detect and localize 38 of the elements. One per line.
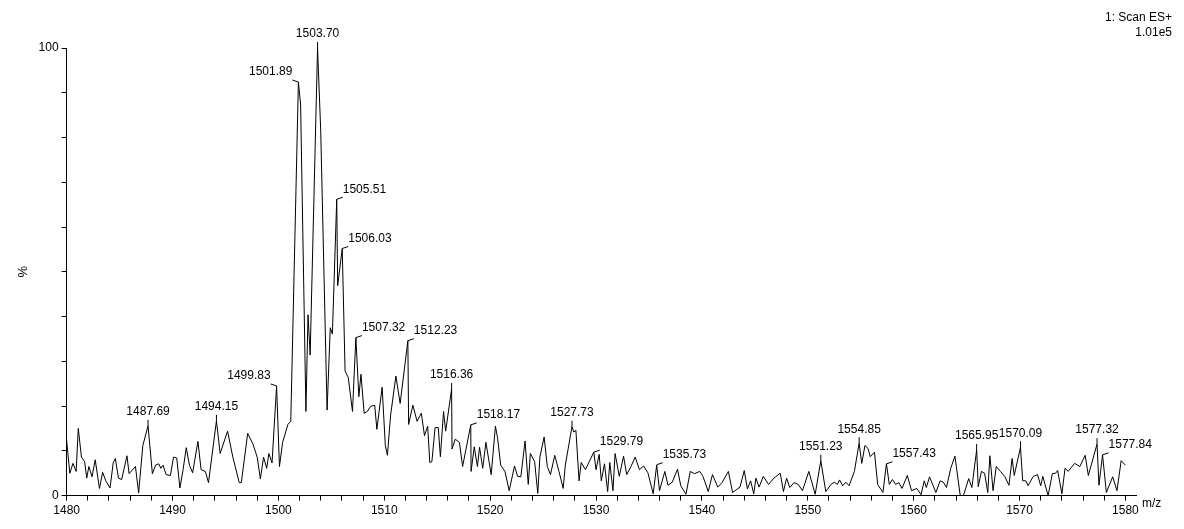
annotation: 1577.84 xyxy=(1108,437,1153,452)
annotation: 1503.70 xyxy=(295,26,340,41)
x-tick-label: 1490 xyxy=(159,503,187,518)
annotation: 1494.15 xyxy=(194,399,239,414)
annotation: 1551.23 xyxy=(799,439,843,453)
annotation: 1529.79 xyxy=(599,434,644,449)
x-tick-label: 1580 xyxy=(1112,503,1140,518)
annotation: 1527.73 xyxy=(550,404,594,419)
annotation: 1512.23 xyxy=(413,323,458,338)
y-tick-label: 100 xyxy=(38,40,59,55)
annotation: 1507.32 xyxy=(361,319,406,334)
annotation: 1516.36 xyxy=(429,367,474,382)
x-tick-label: 1570 xyxy=(1006,503,1034,518)
annotation: 1506.03 xyxy=(348,230,392,245)
x-tick-label: 1540 xyxy=(688,503,716,518)
annotation: 1518.17 xyxy=(476,407,521,422)
x-tick-label: 1480 xyxy=(53,503,81,518)
annotation: 1577.32 xyxy=(1075,422,1120,437)
x-axis-title: m/z xyxy=(1142,495,1162,510)
text: 1.01e5 xyxy=(1135,25,1173,40)
x-tick-label: 1530 xyxy=(582,503,610,518)
y-tick-label: 0 xyxy=(51,487,59,502)
annotation: 1501.89 xyxy=(249,64,293,79)
x-tick-label: 1560 xyxy=(900,503,928,518)
x-tick-label: 1550 xyxy=(794,503,822,518)
annotation: 1535.73 xyxy=(662,447,707,462)
annotation: 1554.85 xyxy=(837,421,882,436)
x-tick-label: 1510 xyxy=(370,503,398,518)
annotation: 1557.43 xyxy=(892,446,937,461)
x-tick-label: 1500 xyxy=(265,503,293,518)
annotation: 1487.69 xyxy=(126,404,171,419)
annotation: 1505.51 xyxy=(342,181,387,196)
annotation: 1499.83 xyxy=(227,368,271,383)
annotation: 1565.95 xyxy=(954,428,999,443)
x-tick-label: 1520 xyxy=(476,503,504,518)
y-axis-title: % xyxy=(15,265,31,278)
annotation: 1570.09 xyxy=(998,425,1043,440)
text: 1: Scan ES+ xyxy=(1104,10,1172,25)
